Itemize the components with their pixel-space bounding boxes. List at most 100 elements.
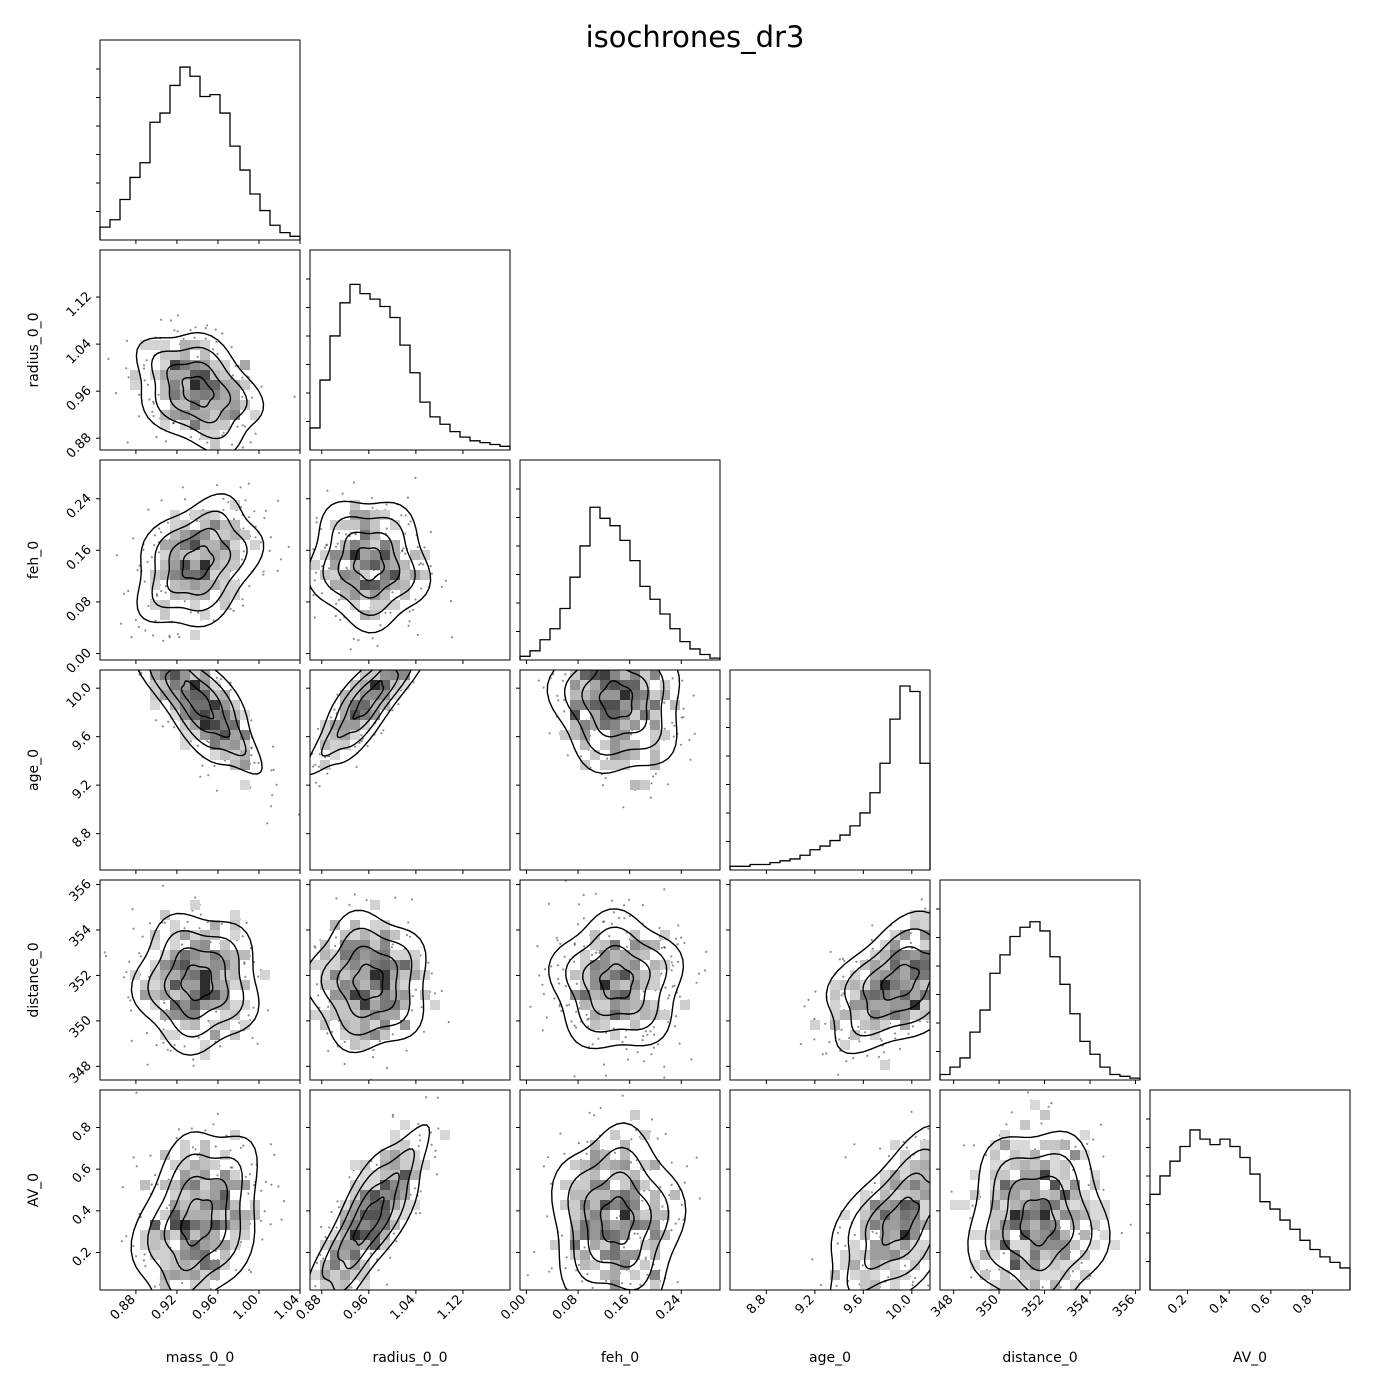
sample-point [870,939,873,942]
density-cell [850,990,860,1000]
sample-point [122,592,125,595]
histogram-mass_0_0 [99,66,301,240]
sample-point [673,984,676,987]
sample-point [385,503,388,506]
contour-3 [843,928,930,1037]
density-cell [650,690,660,700]
sample-point [440,989,443,993]
density-cell [330,580,340,590]
histogram-distance_0 [939,921,1141,1080]
sample-point [221,434,224,437]
density-cell [360,550,370,560]
density-cell [210,570,220,580]
density-cell [610,980,620,990]
sample-point [545,1016,548,1019]
contour-1 [180,1198,214,1247]
sample-point [670,955,673,958]
density-cell [880,940,890,950]
density-cell [350,730,360,740]
sample-point [234,1268,238,1272]
density-cell [360,1210,370,1220]
sample-point [401,550,404,553]
density-cell [630,950,640,960]
density-cell [350,1160,360,1170]
sample-point [842,975,845,978]
sample-point [150,556,153,559]
sample-point [587,1025,590,1028]
density-cell [180,740,190,750]
density-cell [380,680,390,690]
density-cell [610,670,620,680]
sample-point [215,1010,218,1013]
density-cell [210,680,220,690]
density-cell [360,700,370,710]
density-cell [320,740,330,750]
density-cell [240,1210,250,1220]
sample-point [337,1206,340,1209]
sample-point [189,611,192,614]
density-cell [320,1020,330,1030]
sample-point [641,904,644,907]
density-cell [240,980,250,990]
sample-point [251,1036,254,1039]
sample-point [314,571,317,574]
sample-point [652,1026,656,1029]
sample-point [422,563,425,566]
density-cell [190,510,200,520]
y-tick-label-radius_0_0: 0.96 [64,383,95,414]
sample-point [391,1115,394,1118]
density-cell [650,700,660,710]
density-cell [190,690,200,700]
density-cell [210,1190,220,1200]
sample-point [682,707,685,710]
sample-point [176,330,179,333]
density-cell [920,910,930,920]
density-cell [170,1270,180,1280]
density-cell [380,930,390,940]
sample-point [146,383,149,386]
density-cell [190,1010,200,1020]
density-cell [390,1000,400,1010]
density-cell [390,1170,400,1180]
density-cell [350,1270,360,1280]
density-cell [180,1140,190,1150]
density-cell [200,580,210,590]
density-cell [370,670,380,680]
density-cell [620,960,630,970]
density-cell [340,1000,350,1010]
sample-point [395,1240,398,1243]
panel-AV_0-vs-mass_0_0: 0.88 0.92 0.96 1.00 1.040.20.40.60.8 [70,1089,303,1323]
density-cell [890,1010,900,1020]
sample-point [263,1210,266,1213]
sample-point [430,1143,433,1146]
sample-point [372,1049,375,1052]
sample-point [561,679,565,682]
density-cell [160,570,170,580]
sample-point [357,639,360,642]
density-cell [190,1220,200,1230]
density-cell [620,710,630,720]
density-cell [380,1200,390,1210]
density-cell [390,540,400,550]
sample-point [182,337,185,340]
sample-point [272,768,275,771]
density-cell [180,950,190,960]
scatter-feh_0-vs-radius_0_0 [310,476,454,651]
density-cell [210,1200,220,1210]
density-cell [360,530,370,540]
density-cell [880,1020,890,1030]
sample-point [420,587,423,590]
density-cell [580,1000,590,1010]
contour-4 [310,670,421,776]
density-cell [420,570,430,580]
density-cell [220,420,230,430]
density-cell [180,1020,190,1030]
sample-point [327,1005,330,1009]
density-cell [180,1270,190,1280]
density-cell [920,1010,930,1020]
density-cell [350,1040,360,1050]
density-cell [180,1000,190,1010]
contour-2 [581,670,649,738]
sample-point [334,944,337,948]
density-cell [620,1000,630,1010]
